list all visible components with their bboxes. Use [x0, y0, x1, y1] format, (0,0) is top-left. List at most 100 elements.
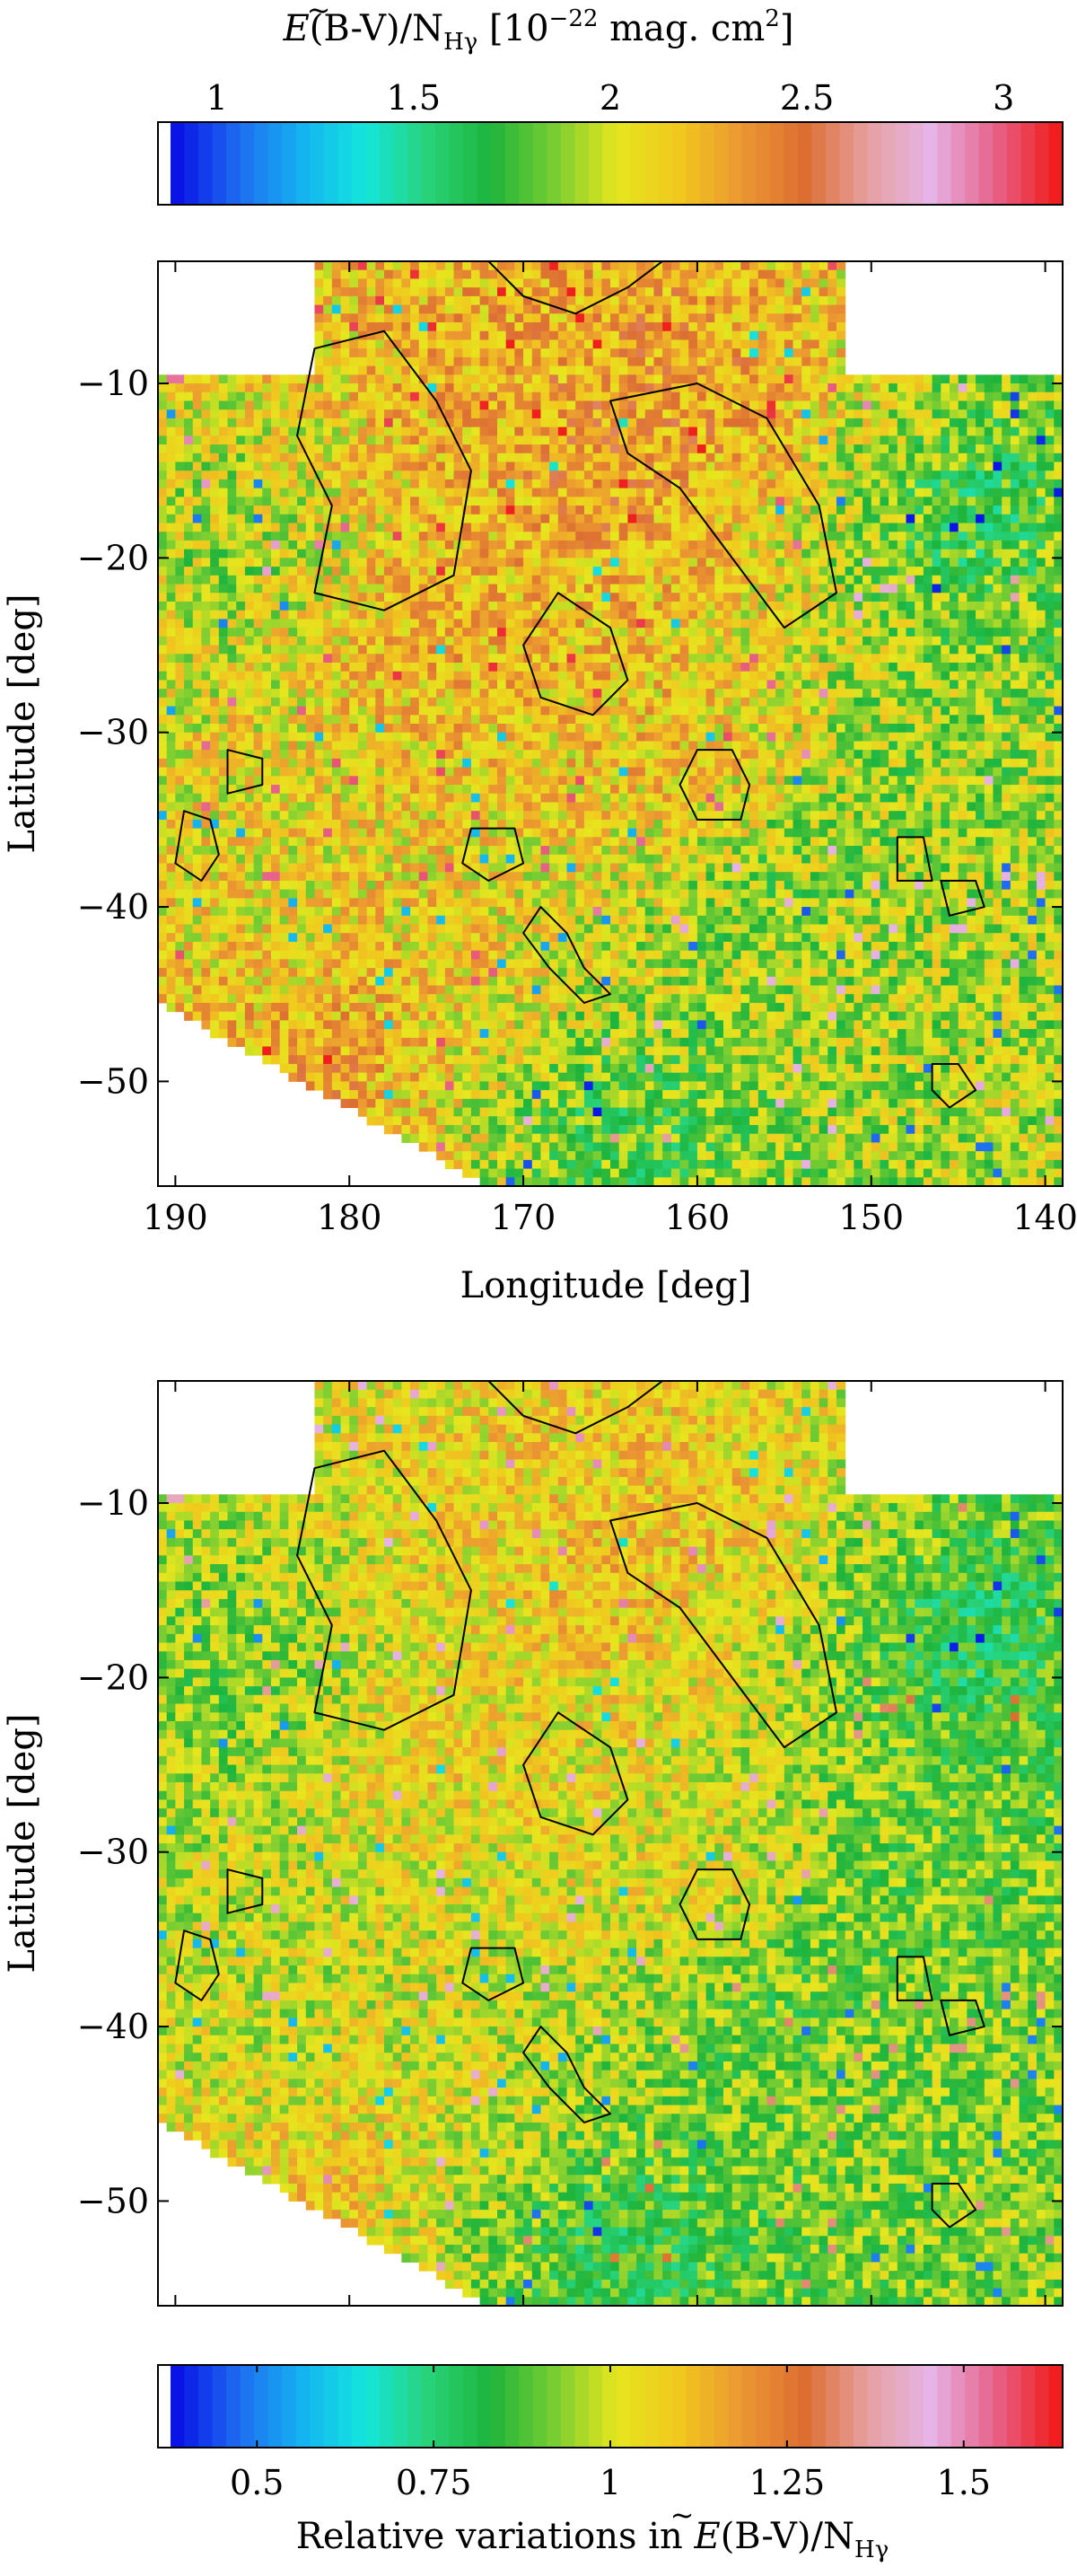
top-colorbar-title-close: ]	[780, 8, 794, 49]
y-tick-label: −20	[77, 538, 149, 577]
colorbar-swatch	[840, 122, 854, 205]
x-tick-label: 170	[491, 1198, 556, 1237]
colorbar-swatch	[574, 2365, 589, 2448]
colorbar-swatch	[965, 122, 979, 205]
colorbar-swatch	[505, 2365, 520, 2448]
bottom-colorbar-title-main: (B-V)/N	[721, 2516, 854, 2557]
x-tick-label: 140	[1012, 1198, 1077, 1237]
colorbar-swatch	[241, 122, 255, 205]
colorbar-tick-label: 0.75	[396, 2463, 472, 2502]
colorbar-tick-label: 0.5	[230, 2463, 284, 2502]
colorbar-swatch	[407, 2365, 422, 2448]
colorbar-swatch	[268, 2365, 283, 2448]
colorbar-swatch	[1035, 122, 1049, 205]
colorbar-swatch	[714, 122, 729, 205]
colorbar-swatch	[380, 2365, 394, 2448]
colorbar-swatch	[728, 122, 742, 205]
colorbar-tick-label: 3	[993, 78, 1014, 118]
colorbar-swatch	[1007, 122, 1021, 205]
y-tick-label: −50	[77, 1061, 149, 1101]
colorbar-swatch	[519, 2365, 533, 2448]
colorbar-swatch	[687, 2365, 701, 2448]
colorbar-swatch	[784, 2365, 798, 2448]
colorbar-swatch	[296, 122, 311, 205]
colorbar-swatch	[811, 2365, 826, 2448]
colorbar-swatch	[352, 122, 366, 205]
top-colorbar-title-sub: Hγ	[443, 29, 477, 56]
colorbar-tick-label: 1	[600, 2463, 621, 2502]
colorbar-swatch	[602, 122, 617, 205]
colorbar-swatch	[937, 122, 951, 205]
colorbar-swatch	[896, 122, 910, 205]
colorbar-tick-label: 1.25	[749, 2463, 826, 2502]
top-map-ylabel: Latitude [deg]	[2, 593, 43, 853]
colorbar-swatch	[365, 2365, 380, 2448]
colorbar-swatch	[700, 122, 714, 205]
bottom-map-ylabel: Latitude [deg]	[2, 1713, 43, 1973]
colorbar-swatch	[840, 2365, 854, 2448]
colorbar-swatch	[993, 2365, 1007, 2448]
colorbar-swatch	[324, 2365, 338, 2448]
colorbar-swatch	[1048, 122, 1063, 205]
colorbar-swatch	[979, 2365, 994, 2448]
colorbar-swatch	[617, 2365, 631, 2448]
colorbar-swatch	[435, 122, 450, 205]
colorbar-swatch	[171, 2365, 185, 2448]
colorbar-swatch	[380, 122, 394, 205]
colorbar-swatch	[491, 2365, 505, 2448]
colorbar-swatch	[659, 2365, 673, 2448]
colorbar-tick-label: 1.5	[387, 78, 441, 118]
top-colorbar-tilde: ~	[307, 0, 331, 27]
top-colorbar-title-exp: −22	[549, 5, 599, 32]
colorbar-swatch	[924, 2365, 938, 2448]
colorbar-swatch	[644, 122, 659, 205]
colorbar-swatch	[798, 122, 812, 205]
top-colorbar-title: E(B-V)/NHγ [10−22 mag. cm2]	[283, 5, 794, 56]
colorbar-swatch	[477, 122, 492, 205]
y-tick-label: −20	[77, 1657, 149, 1697]
colorbar-swatch	[561, 122, 575, 205]
y-tick-label: −40	[77, 2007, 149, 2046]
top-colorbar-swatches	[158, 122, 1064, 205]
top-colorbar-title-exp2: 2	[765, 5, 780, 32]
colorbar-swatch	[324, 122, 338, 205]
colorbar-swatch	[1048, 2365, 1063, 2448]
colorbar-swatch	[491, 122, 505, 205]
colorbar-swatch	[519, 122, 533, 205]
colorbar-swatch	[784, 122, 798, 205]
colorbar-swatch	[770, 2365, 784, 2448]
x-tick-label: 180	[317, 1198, 382, 1237]
colorbar-swatch	[198, 122, 213, 205]
colorbar-swatch	[589, 2365, 603, 2448]
colorbar-swatch	[268, 122, 283, 205]
colorbar-tick-label: 1	[206, 78, 228, 118]
colorbar-swatch	[185, 2365, 199, 2448]
bottom-map: −10−20−30−40−50 Latitude [deg]	[2, 1381, 1064, 2307]
colorbar-swatch	[241, 2365, 255, 2448]
colorbar-swatch	[979, 122, 994, 205]
colorbar-swatch	[854, 2365, 868, 2448]
colorbar-swatch	[756, 122, 770, 205]
colorbar-swatch	[407, 122, 422, 205]
colorbar-swatch	[1035, 2365, 1049, 2448]
colorbar-swatch	[185, 122, 199, 205]
bottom-colorbar-title-letter: E	[693, 2516, 720, 2557]
colorbar-swatch	[909, 2365, 924, 2448]
colorbar-swatch	[756, 2365, 770, 2448]
x-tick-label: 190	[143, 1198, 208, 1237]
colorbar-swatch	[450, 122, 464, 205]
colorbar-swatch	[617, 122, 631, 205]
colorbar-swatch	[310, 122, 324, 205]
y-tick-label: −50	[77, 2181, 149, 2220]
colorbar-swatch	[463, 2365, 477, 2448]
y-tick-label: −10	[77, 364, 149, 403]
colorbar-swatch	[881, 122, 896, 205]
colorbar-swatch	[631, 2365, 645, 2448]
top-colorbar-title-units: [10	[477, 8, 548, 49]
colorbar-swatch	[811, 122, 826, 205]
colorbar-swatch	[477, 2365, 492, 2448]
colorbar-swatch	[951, 2365, 966, 2448]
